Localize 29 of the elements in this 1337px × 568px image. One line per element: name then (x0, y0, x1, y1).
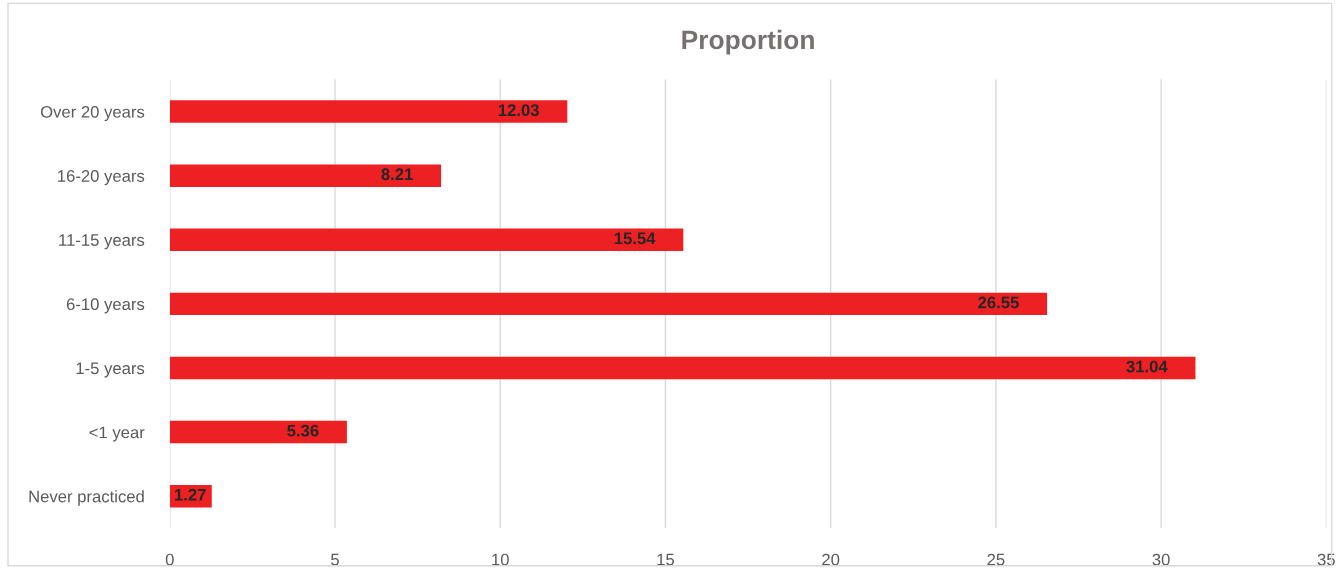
y-tick-label: 1-5 years (76, 362, 145, 378)
bar (169, 292, 1048, 316)
chart-title: Proportion (682, 29, 814, 55)
data-label: 15.54 (614, 232, 656, 245)
y-tick-label: 16-20 years (58, 170, 145, 186)
data-label: 26.55 (978, 296, 1019, 309)
x-tick-label: 0 (165, 553, 174, 566)
data-label: 1.27 (175, 488, 206, 501)
y-tick-label: Over 20 years (40, 105, 145, 122)
y-tick-label: 6-10 years (66, 298, 145, 314)
x-tick-label: 10 (492, 553, 509, 566)
bar (169, 420, 347, 444)
x-tick-label: 15 (657, 553, 675, 566)
data-label: 8.21 (381, 168, 413, 181)
x-tick-label: 25 (987, 553, 1005, 566)
bar (169, 228, 684, 251)
bar (169, 164, 442, 187)
y-tick-label: Never practiced (29, 490, 144, 506)
data-label: 12.03 (498, 104, 539, 117)
y-tick-label: <1 year (89, 426, 145, 442)
y-tick-label: 11-15 years (59, 234, 145, 250)
x-tick-label: 20 (822, 553, 840, 566)
data-label: 31.04 (1126, 360, 1168, 373)
data-label: 5.36 (287, 424, 319, 437)
x-tick-label: 30 (1152, 553, 1170, 566)
x-tick-label: 35 (1317, 553, 1335, 566)
x-tick-label: 5 (331, 553, 339, 566)
bar (169, 356, 1196, 380)
bar (169, 100, 568, 123)
